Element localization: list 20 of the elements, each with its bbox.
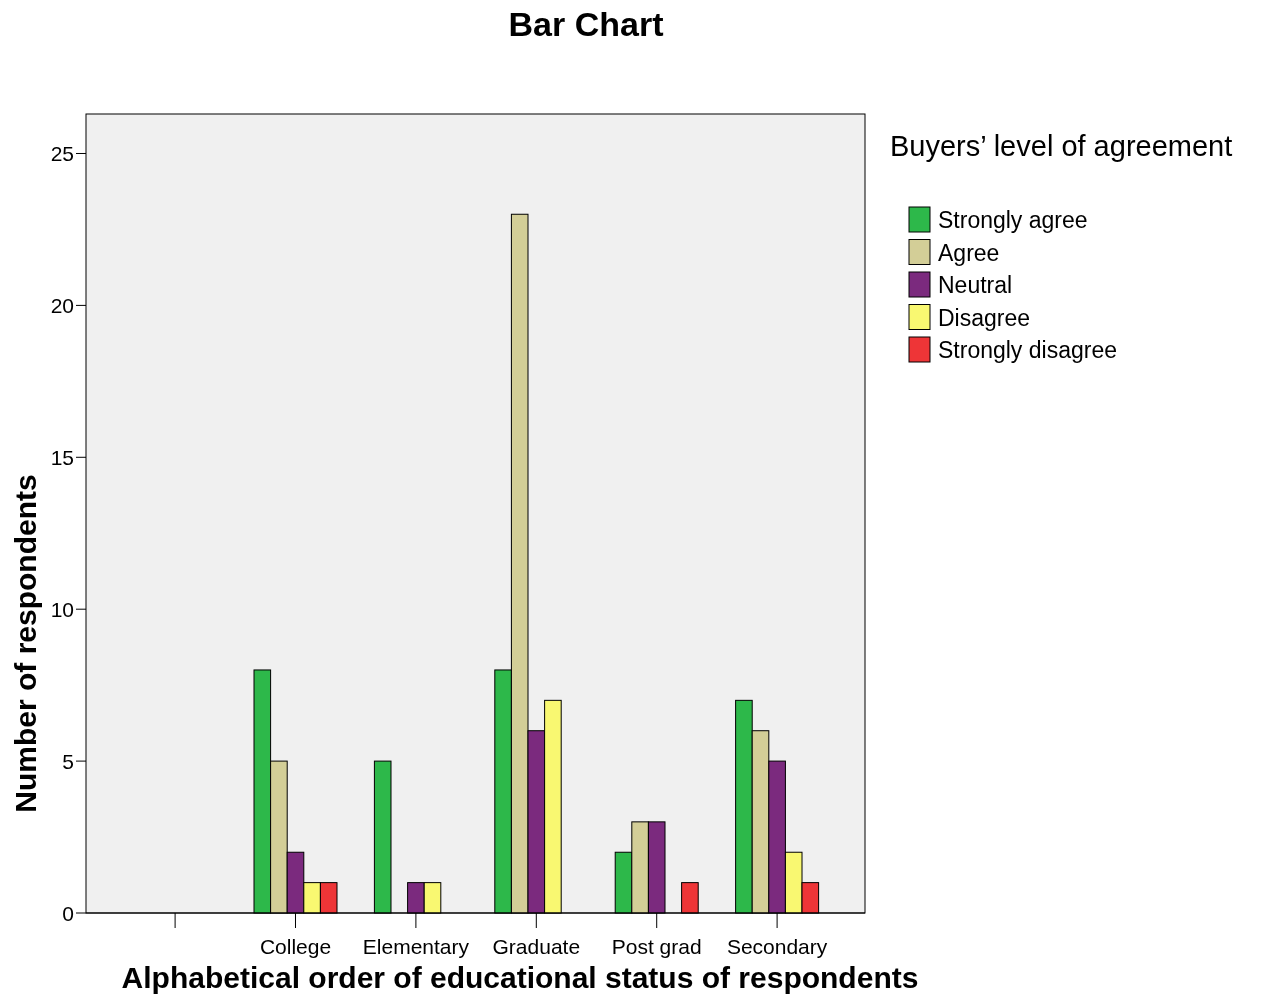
x-tick-label: Graduate bbox=[492, 935, 581, 958]
legend-label: Strongly disagree bbox=[938, 337, 1117, 363]
y-tick-label: 0 bbox=[62, 902, 74, 925]
y-tick-label: 5 bbox=[62, 750, 74, 774]
x-tick-label: Elementary bbox=[362, 935, 470, 958]
legend-label: Strongly agree bbox=[938, 207, 1088, 233]
x-tick-label: Post grad bbox=[611, 935, 702, 958]
legend-label: Neutral bbox=[938, 272, 1013, 298]
x-tick-label: College bbox=[259, 935, 332, 958]
legend-label: Disagree bbox=[938, 304, 1031, 331]
y-tick-label: 10 bbox=[50, 598, 74, 622]
x-tick-label: Secondary bbox=[726, 935, 828, 958]
y-tick-label: 20 bbox=[50, 294, 74, 318]
legend-title: Buyers’ level of agreement bbox=[890, 130, 1233, 162]
chart-title: Bar Chart bbox=[508, 5, 664, 43]
legend-label: Agree bbox=[938, 239, 1000, 266]
x-axis-title: Alphabetical order of educational status of respondents bbox=[121, 961, 919, 994]
y-tick-label: 25 bbox=[50, 142, 74, 166]
y-tick-label: 15 bbox=[50, 446, 74, 470]
y-axis-title: Number of respondents bbox=[9, 474, 42, 813]
